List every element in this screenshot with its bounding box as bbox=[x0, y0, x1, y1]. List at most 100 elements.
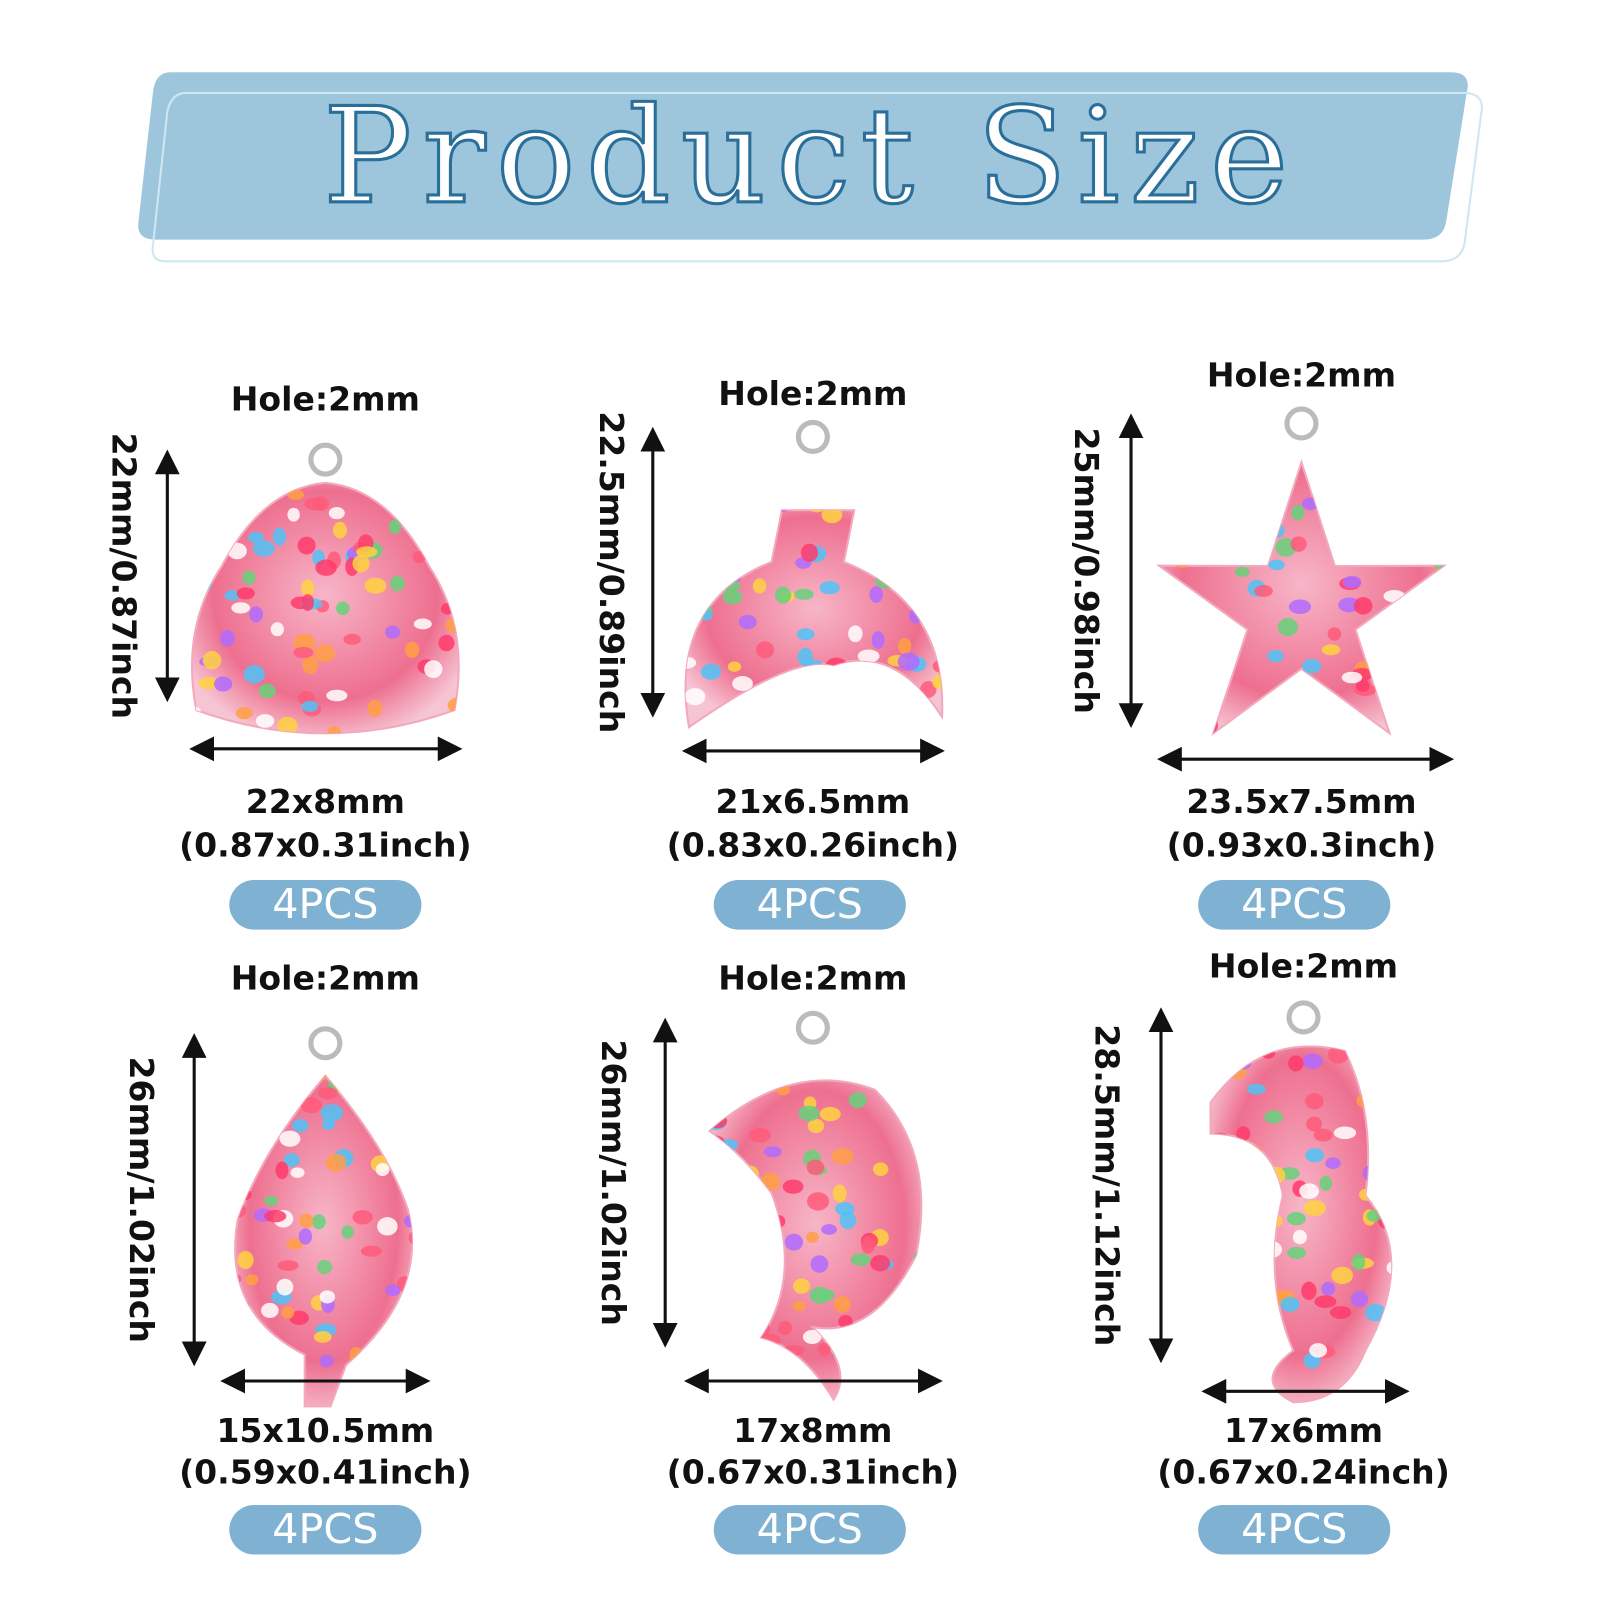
sequin bbox=[752, 578, 767, 594]
sequin bbox=[1261, 1047, 1276, 1059]
sequin bbox=[307, 1075, 330, 1082]
sequin bbox=[356, 444, 373, 455]
sequin bbox=[1322, 462, 1338, 468]
sequin bbox=[212, 413, 233, 432]
product-cell: Hole:2mm 22mm/0.87inch 22x8mm (0.87x0.31inc… bbox=[104, 379, 472, 930]
sequin bbox=[1291, 504, 1305, 521]
sequin bbox=[1327, 627, 1342, 641]
sequin bbox=[1292, 1229, 1307, 1245]
sequin bbox=[235, 1143, 250, 1155]
sequin bbox=[264, 1195, 279, 1206]
sequin bbox=[249, 606, 263, 623]
sequin bbox=[1321, 1281, 1336, 1296]
sequin bbox=[440, 602, 455, 615]
sequin bbox=[293, 633, 316, 652]
sequin bbox=[1159, 428, 1175, 443]
sequin bbox=[235, 1253, 236, 1268]
sequin bbox=[719, 526, 735, 540]
sequin bbox=[819, 581, 840, 595]
quantity: 4PCS bbox=[272, 1505, 378, 1553]
sequin bbox=[1159, 520, 1160, 536]
sequin bbox=[924, 609, 938, 627]
sequin bbox=[698, 1024, 719, 1039]
sequin bbox=[192, 533, 196, 553]
sequin bbox=[1437, 462, 1444, 474]
sequin bbox=[1406, 1107, 1420, 1120]
sequin bbox=[925, 565, 942, 577]
sequin bbox=[1386, 651, 1400, 667]
quantity: 4PCS bbox=[757, 880, 863, 928]
sequin bbox=[388, 519, 402, 534]
sequin bbox=[1377, 1054, 1392, 1069]
sequin bbox=[1410, 542, 1425, 560]
sequin bbox=[1433, 558, 1444, 571]
sequin bbox=[839, 1211, 857, 1230]
sequin bbox=[754, 1080, 769, 1082]
sequin bbox=[683, 1327, 701, 1342]
sequin bbox=[684, 1321, 701, 1336]
sequin bbox=[1389, 527, 1404, 546]
charm bbox=[234, 1074, 414, 1408]
sequin bbox=[869, 416, 883, 429]
sequin bbox=[1313, 1128, 1333, 1142]
sequin bbox=[167, 518, 186, 529]
sequin bbox=[231, 602, 251, 614]
sequin bbox=[377, 1217, 398, 1236]
sequin bbox=[813, 482, 826, 500]
sequin bbox=[1392, 462, 1415, 480]
sequin bbox=[1441, 621, 1444, 635]
sequin bbox=[290, 1167, 305, 1178]
sequin bbox=[954, 551, 976, 566]
sequin bbox=[732, 1335, 753, 1349]
sequin bbox=[433, 1255, 453, 1270]
sequin bbox=[1377, 651, 1393, 662]
sequin bbox=[1240, 1144, 1262, 1157]
height-label: 22.5mm/0.89inch bbox=[592, 411, 631, 733]
sequin bbox=[204, 489, 222, 501]
sequin bbox=[1350, 1290, 1369, 1308]
sequin bbox=[1308, 715, 1329, 734]
sequin bbox=[1314, 1295, 1337, 1308]
sequin bbox=[242, 493, 263, 505]
sequin bbox=[721, 1217, 736, 1233]
sequin bbox=[1299, 1183, 1320, 1199]
sequin bbox=[752, 1188, 766, 1207]
sequin bbox=[372, 1349, 389, 1366]
sequin bbox=[733, 715, 753, 728]
sequin bbox=[1181, 1283, 1196, 1294]
sequin bbox=[1290, 536, 1307, 552]
sequin bbox=[923, 427, 942, 439]
sequin bbox=[162, 738, 181, 750]
sequin bbox=[870, 697, 887, 714]
sequin bbox=[410, 1273, 413, 1286]
sequin bbox=[693, 1165, 707, 1181]
sequin bbox=[424, 660, 443, 679]
glitter bbox=[162, 413, 459, 753]
sequin bbox=[1341, 671, 1363, 684]
sequin bbox=[237, 1250, 254, 1270]
sequin bbox=[469, 1040, 484, 1056]
charm bbox=[1155, 458, 1448, 736]
sequin bbox=[1196, 668, 1210, 683]
sequin bbox=[810, 1255, 829, 1273]
sequin bbox=[1342, 575, 1362, 589]
sequin bbox=[429, 1132, 443, 1150]
sequin bbox=[798, 1105, 820, 1122]
sequin bbox=[447, 697, 459, 714]
sequin bbox=[848, 1092, 867, 1109]
sequin bbox=[734, 729, 751, 741]
sequin bbox=[1335, 499, 1353, 515]
sequin bbox=[455, 1301, 474, 1312]
sequin bbox=[806, 1231, 819, 1243]
sequin bbox=[215, 1183, 230, 1194]
sequin bbox=[1143, 1207, 1159, 1225]
sequin bbox=[406, 1120, 413, 1137]
sequin bbox=[782, 1179, 804, 1194]
sequin bbox=[215, 741, 232, 753]
product-cell: Hole:2mm 26mm/1.02inch 17x8mm(0.67x0.31inc… bbox=[594, 959, 959, 1555]
height-label: 26mm/1.02inch bbox=[122, 1056, 161, 1342]
sequin bbox=[399, 1142, 413, 1161]
sequin bbox=[1375, 627, 1394, 643]
sequin bbox=[720, 722, 737, 728]
sequin bbox=[823, 471, 844, 484]
